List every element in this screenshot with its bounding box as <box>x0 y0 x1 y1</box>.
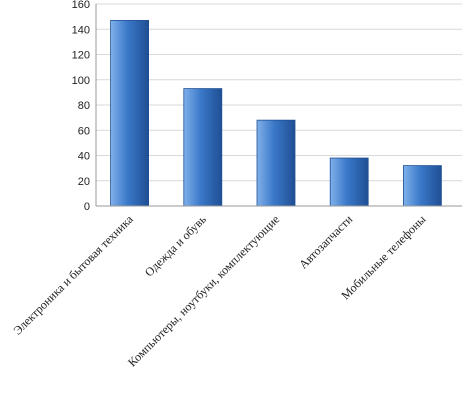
bar <box>402 165 442 207</box>
bars <box>110 20 442 207</box>
x-category-label: Мобильные телефоны <box>338 212 428 302</box>
x-axis-labels: Электроника и бытовая техника Одежда и об… <box>10 212 428 370</box>
x-category-label: Одежда и обувь <box>142 212 209 279</box>
y-tick-label: 160 <box>72 0 90 11</box>
y-tick-label: 0 <box>84 201 90 213</box>
x-category-label: Электроника и бытовая техника <box>10 212 136 338</box>
bar <box>256 119 296 207</box>
y-axis-ticks: 0 20 40 60 80 100 120 140 160 <box>72 0 90 213</box>
x-category-label: Автозапчасти <box>296 212 356 272</box>
y-tick-label: 120 <box>72 50 90 62</box>
bar <box>110 20 149 207</box>
bar <box>329 157 369 207</box>
bar <box>183 88 223 207</box>
x-category-label: Компьютеры, ноутбуки, комплектующие <box>125 212 282 369</box>
y-tick-label: 60 <box>78 125 90 137</box>
y-tick-label: 40 <box>78 151 90 163</box>
y-tick-label: 20 <box>78 176 90 188</box>
y-tick-label: 80 <box>78 100 90 112</box>
y-tick-label: 140 <box>72 24 90 36</box>
y-tick-label: 100 <box>72 75 90 87</box>
